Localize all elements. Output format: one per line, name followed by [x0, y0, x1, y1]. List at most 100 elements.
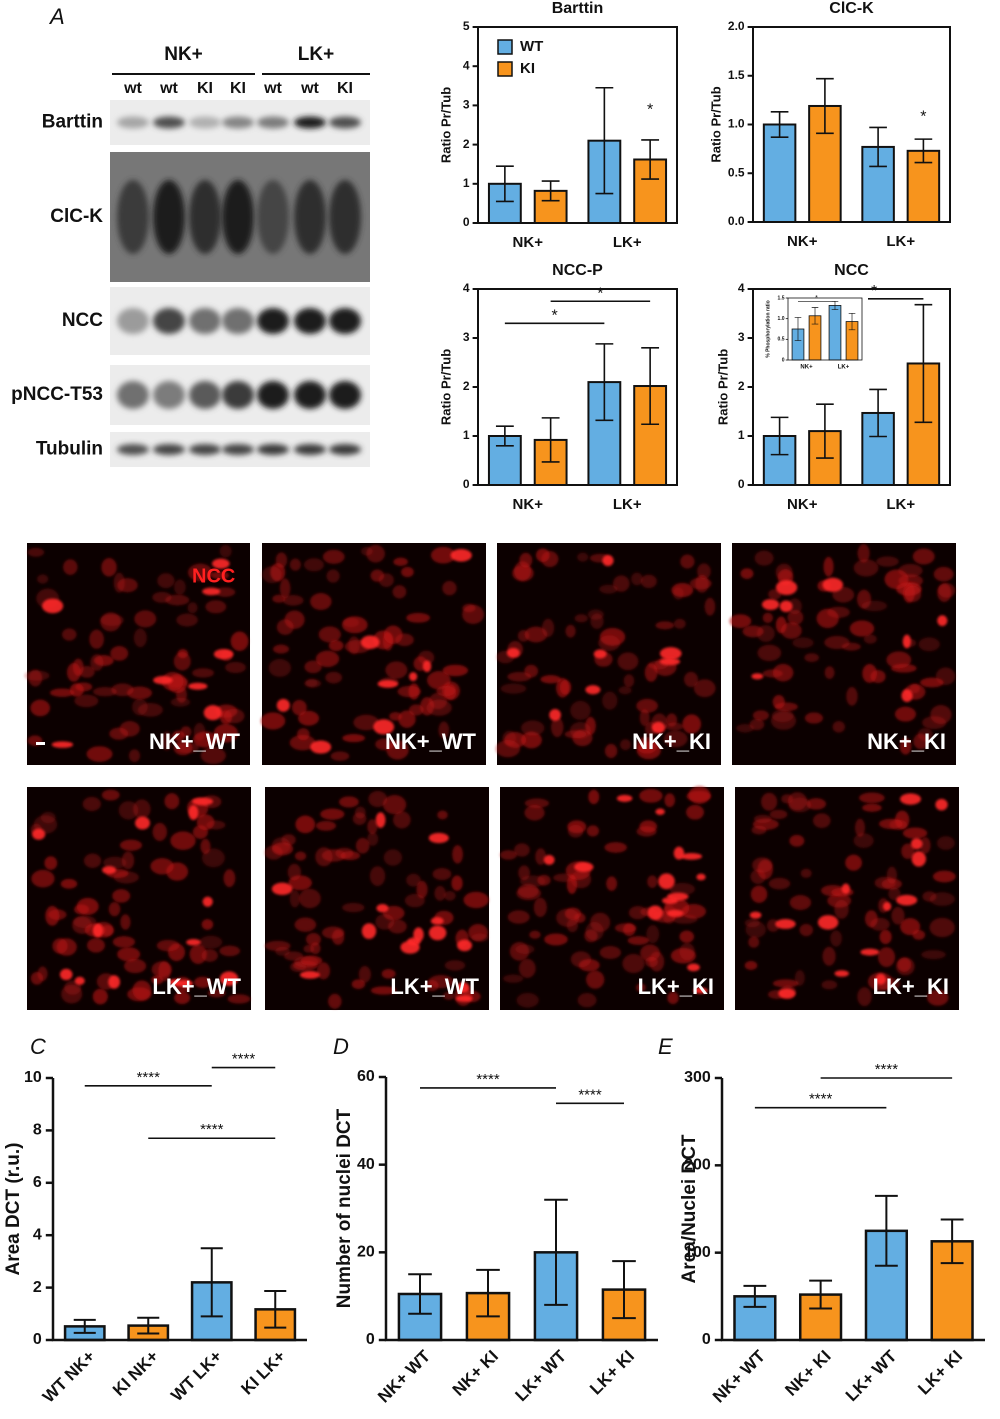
cell [664, 793, 676, 808]
cell [200, 746, 226, 765]
cell-bright [373, 719, 395, 735]
error-bar [914, 138, 933, 164]
blot-band [294, 444, 326, 455]
cell [750, 885, 768, 903]
cell [536, 548, 550, 562]
cell [170, 697, 191, 707]
cell [521, 731, 542, 749]
cell [406, 612, 431, 623]
cell [176, 613, 198, 627]
cell [291, 699, 307, 716]
cell-bright [377, 679, 399, 688]
cell [27, 547, 45, 557]
cell [355, 837, 370, 854]
cell [82, 796, 102, 812]
cell [187, 563, 213, 582]
cell [886, 866, 897, 884]
blot-band [153, 180, 185, 254]
cell [131, 698, 148, 716]
cell [211, 571, 230, 580]
cell [644, 663, 658, 682]
tissue [729, 544, 956, 755]
significance-label: * [551, 308, 557, 325]
cell [463, 891, 489, 909]
cell [108, 901, 121, 917]
cell-bright [775, 918, 796, 929]
blot-band [257, 381, 289, 409]
blot-band [153, 381, 185, 409]
error-bar [809, 1279, 833, 1310]
cell [753, 814, 772, 824]
cell [551, 717, 564, 738]
cell [196, 814, 215, 831]
cell [158, 961, 171, 982]
cell [367, 832, 379, 846]
blot-band [153, 444, 185, 455]
cell [74, 694, 99, 708]
cell [436, 685, 456, 697]
cell-bright [659, 658, 681, 666]
y-axis-label: Ratio Pr/Tub [438, 87, 453, 163]
cell [201, 919, 214, 930]
cell-bright [192, 797, 214, 806]
cell-bright [202, 587, 221, 596]
cell [225, 661, 246, 674]
cell [289, 734, 316, 751]
cell [342, 734, 366, 743]
image-label: LK+_WT [390, 974, 479, 999]
blot-band [189, 444, 221, 455]
cell [622, 953, 645, 974]
error-bar [612, 1260, 636, 1320]
cell [639, 709, 650, 727]
cell [537, 874, 551, 886]
y-tick-label: 8 [33, 1122, 42, 1139]
cell [406, 873, 421, 887]
cell [367, 819, 378, 835]
cell [845, 854, 862, 871]
error-bar [495, 165, 514, 203]
cell [118, 801, 139, 820]
cell-bright [213, 649, 234, 660]
y-tick-label: 1 [463, 176, 470, 190]
x-tick-label: NK+ [787, 233, 818, 250]
cell-bright [428, 832, 449, 844]
cell [884, 569, 909, 590]
cell [304, 679, 322, 688]
cell-bright [430, 917, 444, 925]
cell-bright [911, 851, 927, 867]
cell-bright [188, 682, 208, 690]
cell [276, 619, 294, 635]
cell-bright [667, 909, 684, 917]
cell [787, 598, 802, 615]
cell [499, 850, 517, 860]
cell-bright [186, 939, 201, 946]
cell [471, 933, 489, 943]
cell [640, 944, 660, 962]
cell [902, 827, 928, 839]
cell-bright [92, 923, 103, 938]
cell [434, 885, 446, 901]
cell-bright [817, 915, 839, 930]
tissue [24, 544, 249, 765]
cell [289, 558, 301, 571]
cell-bright [32, 828, 46, 840]
blot-band [329, 180, 361, 254]
cell [393, 557, 408, 567]
cell-bright [602, 555, 614, 567]
cell [824, 666, 835, 679]
cell [673, 618, 686, 629]
cell [132, 980, 152, 1001]
cell [771, 709, 794, 723]
cell-bright [875, 973, 886, 985]
cell [680, 554, 695, 569]
y-tick-label: 5 [463, 19, 470, 33]
cell [861, 600, 888, 612]
cell-bright [761, 599, 780, 610]
cell [442, 580, 457, 596]
blot-band [329, 116, 361, 129]
cell [789, 834, 805, 847]
cell [92, 686, 117, 697]
cell [157, 573, 175, 589]
y-tick-label: 0.5 [778, 337, 785, 343]
cell [382, 795, 407, 815]
